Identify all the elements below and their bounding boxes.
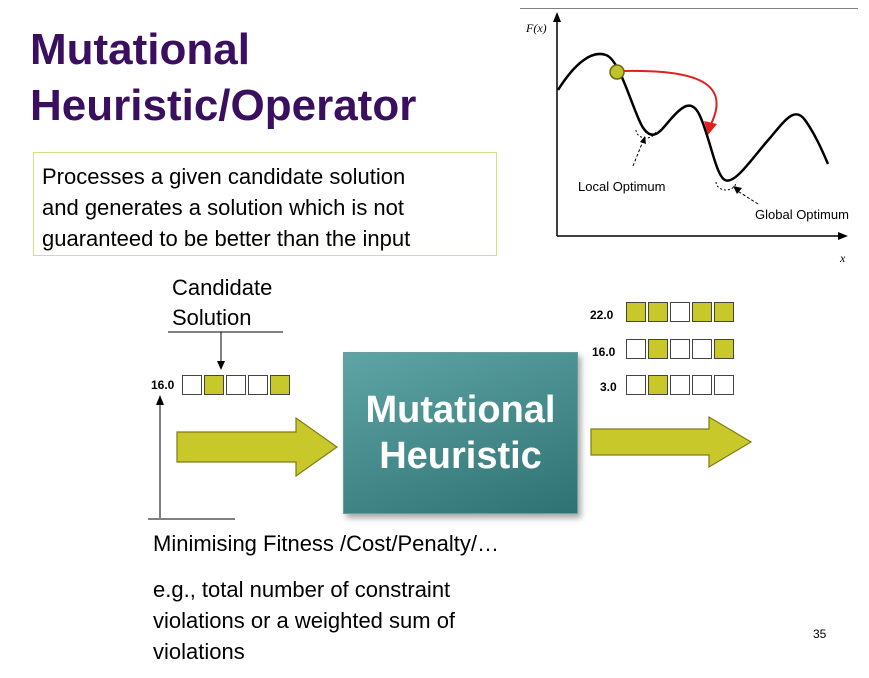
global-optimum-pointer (735, 189, 759, 205)
local-optimum-marker (635, 129, 657, 139)
output-2-fitness: 16.0 (592, 345, 616, 359)
slide-title: Mutational Heuristic/Operator (30, 22, 416, 134)
input-cell-2 (204, 375, 224, 395)
output-arrow (590, 415, 753, 469)
example-line-1: e.g., total number of constraint (153, 577, 451, 602)
description-line-3: guaranteed to be better than the input (42, 226, 411, 251)
current-solution-point (609, 64, 625, 80)
input-cell-1 (182, 375, 202, 395)
output-3-cell-4 (692, 375, 712, 395)
graph-y-axis-arrowhead (553, 12, 561, 22)
input-fitness: 16.0 (151, 378, 175, 392)
output-3-cell-5 (714, 375, 734, 395)
move-arrow (623, 69, 718, 127)
input-cell-3 (226, 375, 246, 395)
candidate-label-line-1: Candidate (172, 275, 273, 300)
local-optimum-label: Local Optimum (578, 179, 665, 194)
output-1-cell-1 (626, 302, 646, 322)
slide-title-line-2: Heuristic/Operator (30, 81, 417, 130)
output-2-cell-5 (714, 339, 734, 359)
graph-x-axis-label: x (839, 251, 846, 265)
candidate-solution-label: Candidate Solution (172, 273, 272, 333)
fitness-curve (556, 52, 830, 182)
graph-x-axis-arrowhead (838, 232, 848, 240)
output-3-cell-2 (648, 375, 668, 395)
global-optimum-label: Global Optimum (755, 207, 849, 222)
local-optimum-pointer-head (640, 136, 646, 144)
output-2-cell-4 (692, 339, 712, 359)
output-3-fitness: 3.0 (600, 380, 617, 394)
output-3-cells (626, 375, 736, 395)
example-description: e.g., total number of constraint violati… (153, 574, 455, 667)
fitness-description: Minimising Fitness /Cost/Penalty/… (153, 531, 499, 556)
description-line-2: and generates a solution which is not (42, 195, 405, 220)
global-optimum-marker (715, 181, 737, 191)
output-3-cell-1 (626, 375, 646, 395)
output-2-cell-1 (626, 339, 646, 359)
output-1-cell-2 (648, 302, 668, 322)
slide-title-line-1: Mutational (30, 25, 250, 74)
output-3-cell-3 (670, 375, 690, 395)
example-line-2: violations or a weighted sum of (153, 608, 456, 633)
output-2-cell-2 (648, 339, 668, 359)
page-number: 35 (813, 627, 827, 641)
operator-box-line-2: Heuristic (379, 435, 542, 477)
input-cell-4 (248, 375, 268, 395)
description-line-1: Processes a given candidate solution (42, 164, 406, 189)
operator-box-line-1: Mutational (365, 389, 556, 431)
candidate-pointer-head (217, 361, 225, 370)
output-1-cell-4 (692, 302, 712, 322)
input-arrow (176, 416, 339, 478)
output-1-cell-3 (670, 302, 690, 322)
output-1-cells (626, 302, 736, 322)
local-optimum-pointer (632, 140, 644, 167)
input-solution-cells (182, 375, 292, 395)
description-box: Processes a given candidate solution and… (33, 152, 497, 256)
example-line-3: violations (153, 639, 245, 664)
fitness-landscape-graph: F(x) x Local Optimum Global Optimum (520, 8, 858, 265)
global-optimum-pointer-head (733, 186, 742, 194)
mutational-heuristic-box: Mutational Heuristic (343, 352, 578, 514)
output-2-cell-3 (670, 339, 690, 359)
candidate-label-line-2: Solution (172, 305, 252, 330)
input-cell-5 (270, 375, 290, 395)
output-2-cells (626, 339, 736, 359)
fitness-vertical-head (156, 395, 164, 405)
graph-y-axis-label: F(x) (525, 21, 547, 35)
move-arrow-head (704, 121, 717, 135)
output-1-fitness: 22.0 (590, 308, 614, 322)
input-connectors (148, 331, 339, 520)
output-arrow-svg (590, 415, 753, 469)
output-1-cell-5 (714, 302, 734, 322)
